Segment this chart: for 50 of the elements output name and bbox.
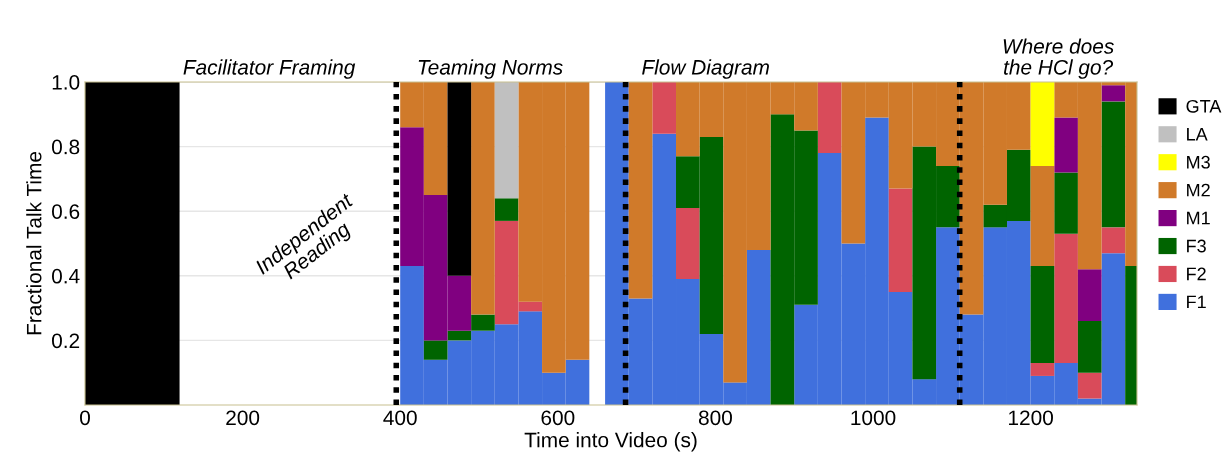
legend-label: F3 [1187, 239, 1206, 253]
x-tick-label: 1000 [851, 410, 896, 426]
bar [1030, 363, 1055, 376]
bar [1077, 372, 1102, 399]
bar [817, 82, 842, 154]
x-axis-title: Time into Video (s) [524, 432, 697, 452]
x-tick-label: 1200 [1009, 410, 1053, 426]
bar [676, 207, 700, 280]
bar [1101, 227, 1126, 254]
legend-label: GTA [1186, 99, 1222, 113]
bar [471, 314, 495, 331]
legend-label: F2 [1187, 267, 1206, 281]
bar [494, 82, 519, 199]
y-tick-label: 0.6 [51, 204, 80, 219]
x-tick-label: 0 [80, 410, 90, 426]
bar [1101, 85, 1126, 102]
bar [447, 330, 472, 341]
bar [1054, 233, 1078, 364]
bar [1030, 165, 1055, 267]
bar [1054, 172, 1078, 234]
y-tick-label: 0.8 [51, 139, 80, 155]
text: Flow Diagram [642, 59, 769, 79]
bar [1030, 266, 1055, 364]
bar [1030, 82, 1055, 166]
x-tick-label: 400 [383, 410, 417, 426]
bar [423, 340, 448, 360]
x-tick-label: 800 [698, 410, 732, 426]
x-tick-label: 200 [226, 410, 260, 426]
bar [888, 188, 913, 292]
text: Facilitator Framing [183, 59, 356, 79]
text: Where does the HCl go? [1003, 38, 1114, 79]
legend-label: LA [1187, 128, 1208, 141]
y-tick-label: 0.2 [51, 333, 80, 349]
bar [1101, 101, 1126, 228]
legend-label: M3 [1187, 155, 1210, 169]
y-axis-title: Fractional Talk Time [26, 151, 42, 335]
bar [1054, 117, 1078, 173]
bar [1077, 321, 1102, 373]
bar [1077, 269, 1102, 322]
legend-label: F1 [1187, 295, 1206, 309]
text: Teaming Norms [418, 59, 563, 79]
y-tick-label: 0.4 [51, 268, 80, 284]
legend-label: M2 [1187, 183, 1210, 197]
bar [652, 82, 677, 134]
bar [628, 82, 653, 299]
y-tick-label: 1.0 [52, 75, 80, 90]
x-tick-label: 600 [541, 410, 575, 426]
bar [471, 82, 495, 315]
legend-label: M1 [1187, 211, 1210, 225]
bar [494, 198, 519, 221]
